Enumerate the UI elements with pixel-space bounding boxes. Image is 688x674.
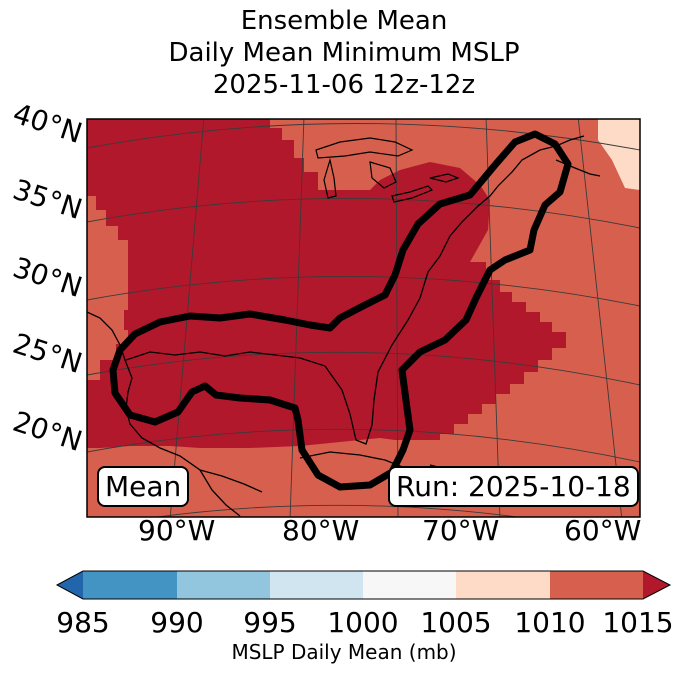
colorbar-high-extend	[643, 571, 670, 599]
lon-label-70w: 70°W	[422, 514, 500, 547]
lat-line-30	[87, 275, 640, 307]
lake-superior	[315, 137, 414, 159]
colorbar-bin-995-1000	[270, 571, 363, 599]
mslp-contour-outline	[109, 130, 572, 491]
colorbar-outline	[55, 570, 672, 600]
colorbar-bin-1000-1005	[363, 571, 456, 599]
run-date-box: Run: 2025-10-18	[388, 466, 639, 507]
colorbar-tick-990: 990	[150, 606, 204, 639]
lat-line-20	[87, 428, 640, 463]
lake-michigan	[323, 157, 337, 199]
lon-line-70w	[485, 119, 501, 517]
lon-label-80w: 80°W	[282, 514, 360, 547]
colorbar-low-extend	[57, 571, 83, 599]
colorbar-bin-985-990	[83, 571, 177, 599]
lon-label-60w: 60°W	[564, 514, 642, 547]
map-frame	[86, 118, 641, 518]
colorbar-tick-1000: 1000	[327, 606, 399, 639]
colorbar-tick-985: 985	[56, 606, 110, 639]
colorbar-tick-995: 995	[243, 606, 297, 639]
colorbar-bin-1005-1010	[456, 571, 550, 599]
colorbar-bin-1010-1015	[550, 571, 643, 599]
map-area	[87, 119, 640, 517]
lon-line-60w	[577, 119, 623, 517]
lon-label-90w: 90°W	[138, 514, 216, 547]
lake-erie	[391, 185, 434, 203]
title-line-1: Ensemble Mean	[240, 6, 448, 36]
colorbar-bin-990-995	[177, 571, 270, 599]
lat-line-40	[87, 123, 640, 151]
colorbar	[55, 570, 672, 600]
great-lakes	[315, 137, 460, 203]
mean-label-box: Mean	[97, 466, 190, 507]
title-line-2: Daily Mean Minimum MSLP	[168, 38, 520, 68]
yucatan-coast	[199, 469, 263, 493]
lake-huron	[369, 161, 397, 189]
colorbar-label: MSLP Daily Mean (mb)	[231, 640, 457, 664]
lon-line-75w	[395, 119, 399, 517]
pressure-1000-1005-region	[598, 119, 640, 190]
title-line-3: 2025-11-06 12z-12z	[212, 70, 476, 100]
colorbar-tick-1010: 1010	[514, 606, 586, 639]
colorbar-tick-1005: 1005	[420, 606, 492, 639]
lake-ontario	[429, 173, 460, 183]
us-gulf-atlantic-coast	[125, 135, 585, 445]
lat-line-35	[87, 197, 640, 229]
colorbar-tick-1015: 1015	[602, 606, 674, 639]
lat-line-25	[87, 351, 640, 386]
lon-line-85w	[289, 119, 305, 517]
